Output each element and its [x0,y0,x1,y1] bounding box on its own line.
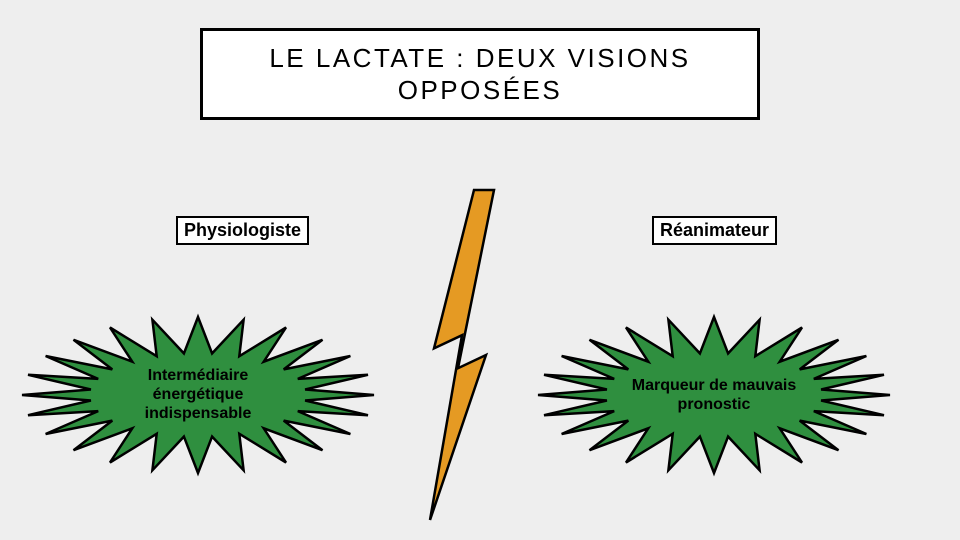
lightning-bolt-shape [430,190,510,520]
title-text: LE LACTATE : DEUX VISIONS OPPOSÉES [269,42,690,107]
diagram-stage: LE LACTATE : DEUX VISIONS OPPOSÉES Physi… [0,0,960,540]
starburst-right-label: Marqueur de mauvais pronostic [632,376,797,414]
starburst-right: Marqueur de mauvais pronostic [538,317,890,473]
label-reanimateur-text: Réanimateur [660,220,769,240]
label-physiologiste: Physiologiste [176,216,309,245]
starburst-left: Intermédiaire énergétique indispensable [22,317,374,473]
starburst-left-label: Intermédiaire énergétique indispensable [110,366,286,424]
lightning-bolt [430,190,510,520]
title-box: LE LACTATE : DEUX VISIONS OPPOSÉES [200,28,760,120]
label-reanimateur: Réanimateur [652,216,777,245]
label-physiologiste-text: Physiologiste [184,220,301,240]
